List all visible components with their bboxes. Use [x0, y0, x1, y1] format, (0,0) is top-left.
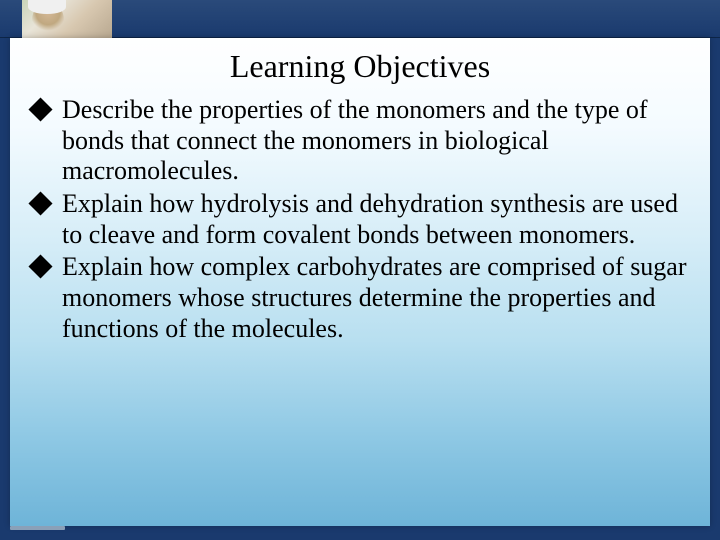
diamond-icon: [28, 255, 52, 279]
slide-title: Learning Objectives: [32, 48, 688, 85]
bullet-text: Describe the properties of the monomers …: [62, 95, 648, 185]
bullet-text: Explain how hydrolysis and dehydration s…: [62, 189, 678, 249]
list-item: Describe the properties of the monomers …: [32, 95, 688, 187]
bullet-text: Explain how complex carbohydrates are co…: [62, 252, 687, 342]
header-strip: [0, 0, 720, 38]
content-box: Learning Objectives Describe the propert…: [10, 38, 710, 526]
list-item: Explain how hydrolysis and dehydration s…: [32, 189, 688, 250]
diamond-icon: [28, 97, 52, 121]
bullet-list: Describe the properties of the monomers …: [32, 95, 688, 344]
slide: Learning Objectives Describe the propert…: [0, 0, 720, 540]
header-photo: [22, 0, 112, 38]
footer-accent: [10, 526, 65, 530]
list-item: Explain how complex carbohydrates are co…: [32, 252, 688, 344]
diamond-icon: [28, 191, 52, 215]
